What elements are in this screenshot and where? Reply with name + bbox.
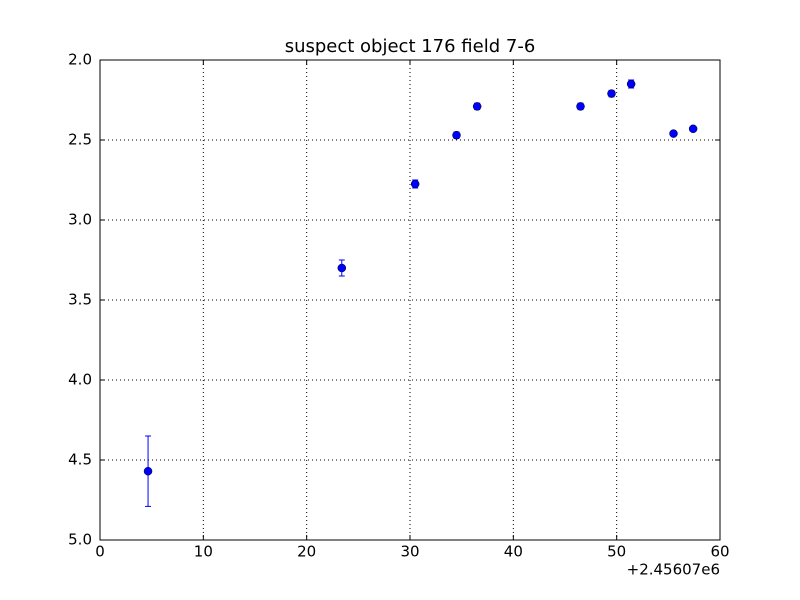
- x-tick-label: 0: [95, 543, 105, 561]
- y-tick-label: 5.0: [68, 531, 92, 549]
- x-tick-label: 40: [504, 543, 523, 561]
- point: [410, 179, 420, 189]
- y-tick-label: 2.5: [68, 131, 92, 149]
- point: [626, 79, 636, 89]
- y-tick-label: 3.0: [68, 211, 92, 229]
- x-tick-label: 50: [607, 543, 626, 561]
- y-tick-label: 2.0: [68, 51, 92, 69]
- point: [607, 89, 616, 98]
- point: [143, 466, 153, 476]
- x-offset-label: +2.45607e6: [627, 561, 720, 579]
- y-tick-label: 4.5: [68, 451, 92, 469]
- point: [669, 129, 678, 138]
- x-tick-label: 60: [710, 543, 729, 561]
- point: [337, 263, 347, 273]
- plot-frame: [99, 59, 721, 541]
- x-tick-label: 10: [194, 543, 213, 561]
- y-tick-label: 4.0: [68, 371, 92, 389]
- point: [472, 102, 482, 111]
- point: [688, 124, 698, 134]
- chart-title: suspect object 176 field 7-6: [285, 36, 536, 57]
- point: [576, 102, 585, 111]
- x-tick-label: 30: [400, 543, 419, 561]
- point: [452, 130, 461, 140]
- y-tick-label: 3.5: [68, 291, 92, 309]
- x-tick-label: 20: [297, 543, 316, 561]
